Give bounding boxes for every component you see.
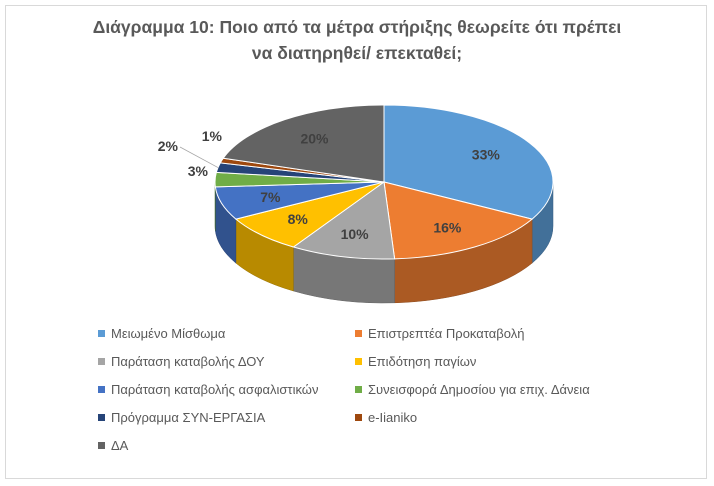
legend-swatch-6 xyxy=(355,386,362,393)
legend-swatch-4 xyxy=(355,358,362,365)
pie-side-walls xyxy=(214,181,554,304)
slice-9-data-label: 20% xyxy=(300,130,329,146)
legend-swatch-2 xyxy=(355,330,362,337)
slice-9[interactable] xyxy=(222,104,385,183)
slice-4-data-label: 8% xyxy=(288,211,309,227)
legend-label-1: Μειωμένο Μίσθωμα xyxy=(111,326,226,341)
slice-3[interactable] xyxy=(292,181,396,260)
legend-label-9: ΔΑ xyxy=(111,438,129,453)
pie-data-labels: 33% 16% 10% 8% 7% 3% 2% 1% 20% xyxy=(158,128,501,242)
slice-1-data-label: 33% xyxy=(472,147,501,163)
legend-item-5[interactable]: Παράταση καταβολής ασφαλιστικών xyxy=(98,382,318,398)
slice-3-data-label: 10% xyxy=(341,226,370,242)
legend-item-8[interactable]: e-Iianiko xyxy=(355,410,417,426)
legend-label-7: Πρόγραμμα ΣΥΝ-ΕΡΓΑΣΙΑ xyxy=(111,410,266,425)
legend-label-6: Συνεισφορά Δημοσίου για επιχ. Δάνεια xyxy=(368,382,590,397)
legend-label-2: Επιστρεπτέα Προκαταβολή xyxy=(368,326,525,341)
slice-7-data-label: 2% xyxy=(158,138,179,154)
legend-item-6[interactable]: Συνεισφορά Δημοσίου για επιχ. Δάνεια xyxy=(355,382,590,398)
pie-top-faces xyxy=(214,104,554,260)
legend-label-3: Παράταση καταβολής ΔΟΥ xyxy=(111,354,265,369)
slice-2[interactable] xyxy=(383,181,534,260)
chart-title-line-2: να διατηρηθεί/ επεκταθεί; xyxy=(251,43,463,63)
legend-label-5: Παράταση καταβολής ασφαλιστικών xyxy=(111,382,319,397)
legend-item-4[interactable]: Επιδότηση παγίων xyxy=(355,354,476,370)
slice-2-data-label: 16% xyxy=(433,220,462,236)
legend-swatch-8 xyxy=(355,414,362,421)
legend-item-9[interactable]: ΔΑ xyxy=(98,438,128,454)
pie-chart: 33% 16% 10% 8% 7% 3% 2% 1% 20% xyxy=(158,104,554,304)
legend-item-1[interactable]: Μειωμένο Μίσθωμα xyxy=(98,326,225,342)
legend-label-8: e-Iianiko xyxy=(368,410,418,425)
legend-item-2[interactable]: Επιστρεπτέα Προκαταβολή xyxy=(355,326,524,342)
legend-item-3[interactable]: Παράταση καταβολής ΔΟΥ xyxy=(98,354,265,370)
legend-swatch-3 xyxy=(98,358,105,365)
chart-title-line-1: Διάγραμμα 10: Ποιο από τα μέτρα στήριξης… xyxy=(92,17,622,37)
legend-swatch-1 xyxy=(98,330,105,337)
slice-2pct-leader-line xyxy=(179,146,219,168)
slice-8-data-label: 1% xyxy=(202,128,223,144)
slice-1[interactable] xyxy=(383,104,554,220)
legend-swatch-9 xyxy=(98,442,105,449)
legend-swatch-5 xyxy=(98,386,105,393)
legend-item-7[interactable]: Πρόγραμμα ΣΥΝ-ΕΡΓΑΣΙΑ xyxy=(98,410,265,426)
chart-title: Διάγραμμα 10: Ποιο από τα μέτρα στήριξης… xyxy=(0,14,714,66)
slice-6-data-label: 3% xyxy=(188,163,209,179)
slice-5-data-label: 7% xyxy=(260,189,281,205)
legend-swatch-7 xyxy=(98,414,105,421)
legend-label-4: Επιδότηση παγίων xyxy=(368,354,477,369)
